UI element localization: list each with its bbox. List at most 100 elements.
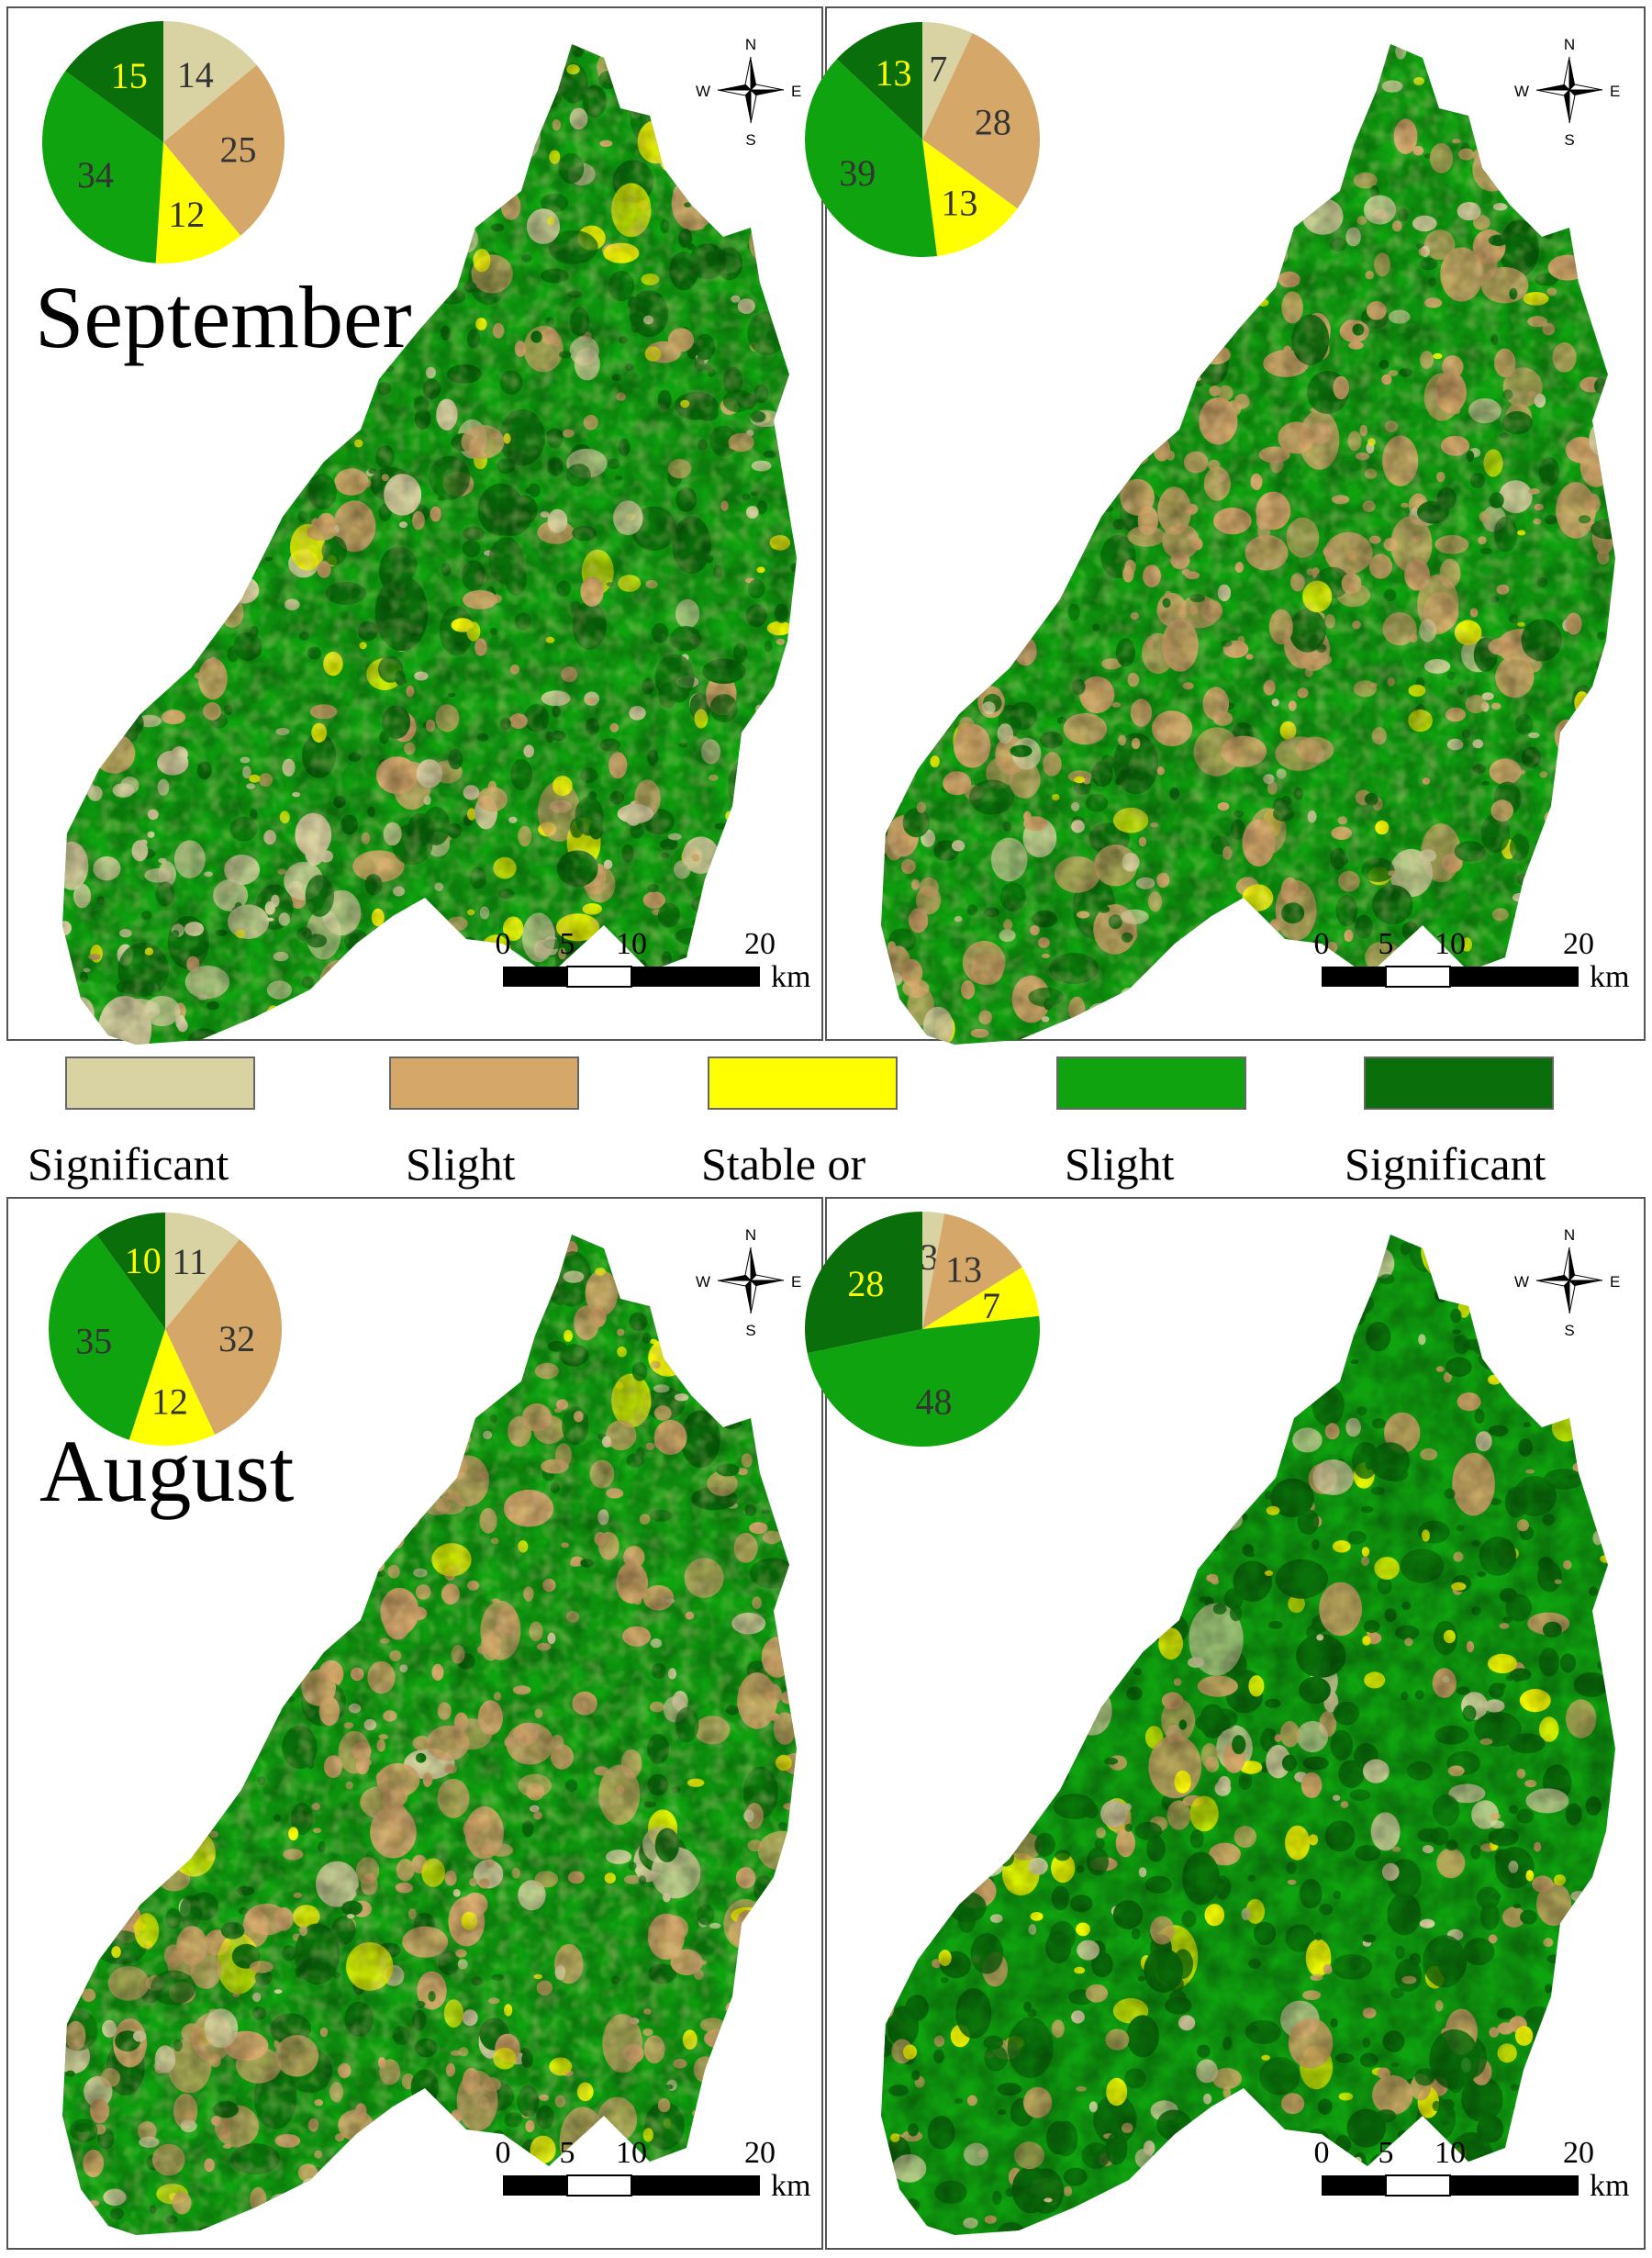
scale-tick-label: 0 bbox=[496, 927, 511, 961]
pie-slice-label: 7 bbox=[929, 49, 947, 90]
legend-label: Slight bbox=[1065, 1138, 1175, 1190]
pie-slice-significant-decrease bbox=[165, 1213, 240, 1329]
pie-slice-label: 3 bbox=[921, 1236, 939, 1278]
scale-tick-label: 0 bbox=[1314, 2136, 1330, 2170]
scale-tick-label: 5 bbox=[1379, 2136, 1394, 2170]
pie-slice-label: 12 bbox=[151, 1381, 188, 1423]
pie-slice-label: 11 bbox=[172, 1241, 207, 1282]
compass-s-label: S bbox=[1564, 131, 1574, 149]
pie-slice-label: 12 bbox=[168, 194, 205, 235]
scale-tick-label: 10 bbox=[1434, 927, 1466, 961]
compass-e-label: E bbox=[1610, 1273, 1620, 1291]
scale-tick-label: 20 bbox=[744, 927, 776, 961]
compass-n-label: N bbox=[745, 1226, 756, 1244]
pie-slice-label: 25 bbox=[220, 129, 257, 171]
scale-tick-label: 5 bbox=[560, 2136, 575, 2170]
scale-tick-label: 0 bbox=[496, 2136, 511, 2170]
legend-label: Slight bbox=[406, 1138, 516, 1190]
pie-slice-slight-decrease bbox=[922, 1213, 1022, 1329]
pie-slice-significant-increase bbox=[804, 1212, 922, 1354]
pie-slice-label: 28 bbox=[847, 1263, 884, 1304]
pie-chart: 11 32 12 35 10 bbox=[48, 1213, 282, 1446]
scale-tick-label: 20 bbox=[1563, 927, 1594, 961]
pie-slice-label: 34 bbox=[77, 154, 114, 196]
legend-swatch bbox=[65, 1056, 255, 1110]
pie-slice-label: 7 bbox=[982, 1285, 1000, 1326]
scale-unit-label: km bbox=[771, 2169, 810, 2203]
compass-s-label: S bbox=[1564, 1322, 1574, 1339]
scale-unit-label: km bbox=[1590, 2169, 1629, 2203]
pie-slice-significant-increase bbox=[65, 21, 163, 142]
scale-tick-label: 10 bbox=[616, 927, 647, 961]
compass-w-label: W bbox=[1514, 83, 1529, 100]
compass-n-label: N bbox=[745, 36, 756, 53]
north-arrow-icon: N S E W bbox=[696, 1226, 801, 1339]
compass-e-label: E bbox=[791, 1273, 801, 1291]
pie-slice-slight-increase bbox=[48, 1235, 165, 1440]
pie-slice-significant-increase bbox=[836, 22, 922, 140]
compass-e-label: E bbox=[791, 83, 801, 100]
pie-slice-significant-decrease bbox=[922, 22, 973, 140]
scale-tick-label: 5 bbox=[560, 927, 575, 961]
compass-w-label: W bbox=[696, 1273, 710, 1291]
pie-slice-slight-decrease bbox=[922, 33, 1040, 209]
pie-chart: 7 28 13 39 13 bbox=[805, 22, 1040, 257]
pie-slice-label: 32 bbox=[218, 1318, 255, 1359]
pie-slice-slight-decrease bbox=[163, 64, 285, 236]
pie-slice-label: 48 bbox=[916, 1381, 953, 1422]
north-arrow-icon: N S E W bbox=[696, 36, 801, 149]
legend-swatch bbox=[1364, 1056, 1554, 1110]
legend-label: Significant bbox=[1345, 1138, 1546, 1190]
pie-slice-slight-increase bbox=[805, 59, 938, 257]
pie-slice-label: 28 bbox=[975, 101, 1011, 142]
scale-tick-label: 20 bbox=[744, 2136, 776, 2170]
panel-title: September bbox=[35, 268, 412, 366]
pie-slice-significant-increase bbox=[96, 1213, 165, 1329]
panel-title: August bbox=[39, 1422, 295, 1520]
pie-slice-stable bbox=[922, 1267, 1040, 1329]
pie-slice-label: 35 bbox=[75, 1320, 112, 1361]
north-arrow-icon: N S E W bbox=[1514, 1226, 1620, 1339]
scale-unit-label: km bbox=[771, 960, 810, 994]
pie-slice-label: 15 bbox=[111, 55, 148, 96]
legend-swatch bbox=[389, 1056, 579, 1110]
pie-slice-significant-decrease bbox=[163, 21, 257, 142]
legend-swatch bbox=[708, 1056, 898, 1110]
pie-slice-label: 13 bbox=[945, 1249, 982, 1291]
pie-slice-stable bbox=[155, 142, 241, 264]
compass-w-label: W bbox=[696, 83, 710, 100]
compass-w-label: W bbox=[1514, 1273, 1529, 1291]
scale-tick-label: 0 bbox=[1314, 927, 1330, 961]
legend-swatch bbox=[1056, 1056, 1246, 1110]
compass-n-label: N bbox=[1564, 1226, 1575, 1244]
pie-slice-label: 13 bbox=[941, 182, 977, 223]
pie-slice-stable bbox=[128, 1329, 216, 1446]
north-arrow-icon: N S E W bbox=[1514, 36, 1620, 149]
pie-slice-stable bbox=[922, 140, 1018, 256]
legend: Significant Slight Stable or Slight Signific… bbox=[28, 1056, 1554, 1190]
legend-label: Significant bbox=[28, 1138, 229, 1190]
scale-tick-label: 5 bbox=[1379, 927, 1394, 961]
pie-slice-slight-increase bbox=[807, 1315, 1041, 1448]
pie-slice-label: 14 bbox=[177, 54, 214, 95]
compass-s-label: S bbox=[745, 131, 755, 149]
scale-tick-label: 20 bbox=[1563, 2136, 1594, 2170]
scale-unit-label: km bbox=[1590, 960, 1629, 994]
legend-label: Stable or bbox=[701, 1138, 865, 1190]
pie-slice-slight-decrease bbox=[165, 1239, 282, 1435]
pie-slice-label: 13 bbox=[876, 52, 912, 94]
compass-n-label: N bbox=[1564, 36, 1575, 53]
pie-slice-significant-decrease bbox=[922, 1212, 945, 1329]
pie-slice-label: 10 bbox=[125, 1240, 162, 1281]
scale-tick-label: 10 bbox=[616, 2136, 647, 2170]
pie-slice-label: 39 bbox=[839, 152, 876, 194]
